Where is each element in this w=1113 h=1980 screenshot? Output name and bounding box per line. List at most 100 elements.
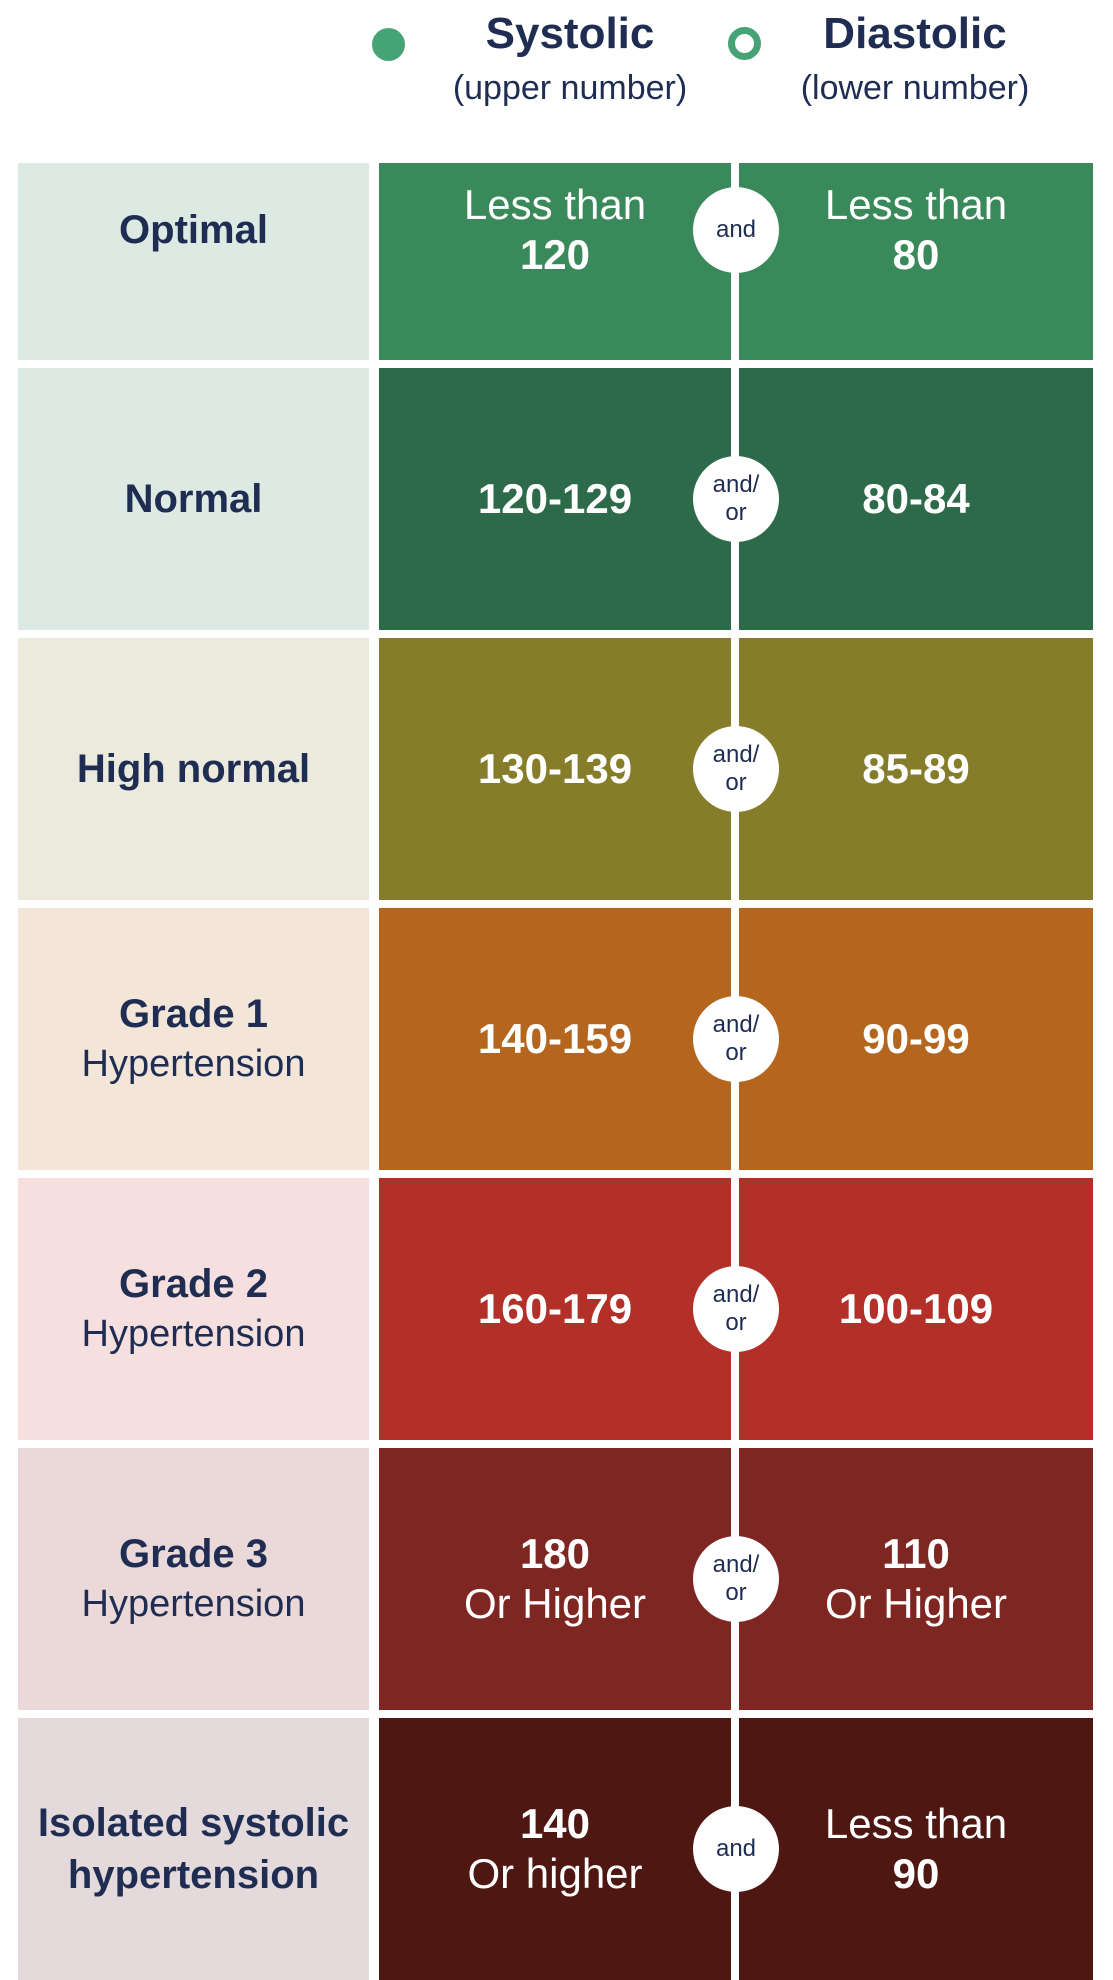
diastolic-cell-text: 90-99 — [862, 1014, 970, 1062]
conjunction-text: and — [715, 1835, 757, 1863]
conjunction-badge: and/or — [693, 1266, 779, 1352]
systolic-legend-dot-icon — [372, 28, 405, 61]
conjunction-badge: and — [693, 1806, 779, 1892]
diastolic-cell: 80-84 — [739, 368, 1093, 630]
conjunction-text: or — [725, 1579, 747, 1606]
systolic-cell-text: Or higher — [467, 1850, 643, 1897]
systolic-cell: 180 Or Higher — [379, 1448, 731, 1710]
legend-header: Systolic (upper number) Diastolic (lower… — [0, 0, 1113, 163]
category-label: Hypertension — [81, 1583, 306, 1626]
conjunction-text: and/ — [712, 741, 760, 769]
category-label: hypertension — [67, 1853, 320, 1897]
bp-row-grade-2-hypertension: Grade 2 Hypertension 160-179 100-109 and/or — [18, 1178, 1093, 1440]
systolic-cell: 140 Or higher — [379, 1718, 731, 1980]
bp-table: Optimal Less than 120 Less than 80 and Normal 1… — [0, 163, 1113, 1980]
systolic-cell-text: 120 — [519, 231, 591, 278]
conjunction-text: and/ — [712, 471, 760, 499]
column-gap — [369, 908, 379, 1170]
conjunction-badge: and/or — [693, 726, 779, 812]
conjunction-badge: and/or — [693, 456, 779, 542]
systolic-cell-text: 180 — [519, 1529, 591, 1577]
diastolic-legend-label: Diastolic — [823, 9, 1007, 58]
systolic-cell-text: 130-139 — [477, 744, 633, 792]
bp-row-high-normal: High normal 130-139 85-89 and/or — [18, 638, 1093, 900]
bp-row-grade-1-hypertension: Grade 1 Hypertension 140-159 90-99 and/or — [18, 908, 1093, 1170]
column-gap — [369, 1718, 379, 1980]
systolic-cell: 160-179 — [379, 1178, 731, 1440]
category-label: Optimal — [119, 208, 268, 252]
column-gap — [369, 163, 379, 360]
diastolic-cell-text: 80 — [892, 231, 940, 278]
systolic-legend-sub: (upper number) — [452, 69, 688, 107]
category-label: Hypertension — [81, 1043, 306, 1086]
category-cell-grade-2-hypertension: Grade 2 Hypertension — [18, 1178, 369, 1440]
values-area: 130-139 85-89 and/or — [379, 638, 1093, 900]
category-cell-grade-1-hypertension: Grade 1 Hypertension — [18, 908, 369, 1170]
diastolic-cell: Less than 80 — [739, 163, 1093, 360]
diastolic-cell-text: 100-109 — [838, 1284, 994, 1332]
diastolic-cell: 85-89 — [739, 638, 1093, 900]
diastolic-cell: Less than 90 — [739, 1718, 1093, 1980]
diastolic-cell-text: Or Higher — [824, 1580, 1008, 1627]
category-cell-optimal: Optimal — [18, 163, 369, 360]
systolic-cell-text: 140-159 — [477, 1014, 633, 1062]
diastolic-cell: 110 Or Higher — [739, 1448, 1093, 1710]
values-area: 120-129 80-84 and/or — [379, 368, 1093, 630]
conjunction-text: or — [725, 1309, 747, 1336]
systolic-cell-text: 140 — [519, 1799, 591, 1847]
systolic-cell-text: 120-129 — [477, 474, 633, 522]
systolic-legend: Systolic (upper number) — [415, 6, 725, 108]
conjunction-text: and/ — [712, 1551, 760, 1579]
systolic-cell: 130-139 — [379, 638, 731, 900]
values-area: 160-179 100-109 and/or — [379, 1178, 1093, 1440]
category-label: Hypertension — [81, 1313, 306, 1356]
category-cell-grade-3-hypertension: Grade 3 Hypertension — [18, 1448, 369, 1710]
diastolic-legend-ring-icon — [728, 27, 761, 60]
systolic-cell-text: Less than — [463, 180, 647, 228]
conjunction-text: or — [725, 1039, 747, 1066]
column-gap — [369, 1448, 379, 1710]
bp-row-grade-3-hypertension: Grade 3 Hypertension 180 Or Higher 110 Or Hig… — [18, 1448, 1093, 1710]
category-cell-high-normal: High normal — [18, 638, 369, 900]
systolic-cell-text: 160-179 — [477, 1284, 633, 1332]
diastolic-cell-text: 85-89 — [862, 744, 970, 792]
column-gap — [369, 368, 379, 630]
category-label: Grade 2 — [119, 1262, 268, 1307]
systolic-cell: 140-159 — [379, 908, 731, 1170]
systolic-legend-label: Systolic — [485, 9, 655, 58]
diastolic-cell-text: Less than — [824, 1799, 1008, 1847]
category-label: Normal — [124, 477, 263, 521]
diastolic-cell: 100-109 — [739, 1178, 1093, 1440]
systolic-cell: Less than 120 — [379, 163, 731, 360]
diastolic-cell-text: 110 — [882, 1529, 950, 1577]
conjunction-text: and/ — [712, 1011, 760, 1039]
conjunction-badge: and/or — [693, 1536, 779, 1622]
conjunction-text: or — [725, 499, 747, 526]
diastolic-cell-text: Less than — [824, 180, 1008, 228]
conjunction-text: and/ — [712, 1281, 760, 1309]
category-cell-normal: Normal — [18, 368, 369, 630]
values-area: 140-159 90-99 and/or — [379, 908, 1093, 1170]
conjunction-badge: and/or — [693, 996, 779, 1082]
values-area: Less than 120 Less than 80 and — [379, 163, 1093, 360]
category-label: High normal — [76, 747, 311, 791]
values-area: 180 Or Higher 110 Or Higher and/or — [379, 1448, 1093, 1710]
values-area: 140 Or higher Less than 90 and — [379, 1718, 1093, 1980]
diastolic-cell-text: 80-84 — [862, 474, 970, 522]
diastolic-cell: 90-99 — [739, 908, 1093, 1170]
category-label: Grade 3 — [119, 1532, 268, 1577]
bp-row-isolated-systolic-hypertension: Isolated systolic hypertension 140 Or highe… — [18, 1718, 1093, 1980]
systolic-cell: 120-129 — [379, 368, 731, 630]
category-label: Isolated systolic — [37, 1801, 350, 1845]
diastolic-legend: Diastolic (lower number) — [770, 6, 1060, 108]
conjunction-badge: and — [693, 186, 779, 273]
bp-row-optimal: Optimal Less than 120 Less than 80 and — [18, 163, 1093, 360]
category-label: Grade 1 — [119, 992, 268, 1037]
conjunction-text: and — [715, 216, 757, 244]
category-cell-isolated-systolic-hypertension: Isolated systolic hypertension — [18, 1718, 369, 1980]
column-gap — [369, 638, 379, 900]
diastolic-legend-sub: (lower number) — [800, 69, 1030, 107]
systolic-cell-text: Or Higher — [463, 1580, 647, 1627]
bp-row-normal: Normal 120-129 80-84 and/or — [18, 368, 1093, 630]
conjunction-text: or — [725, 769, 747, 796]
